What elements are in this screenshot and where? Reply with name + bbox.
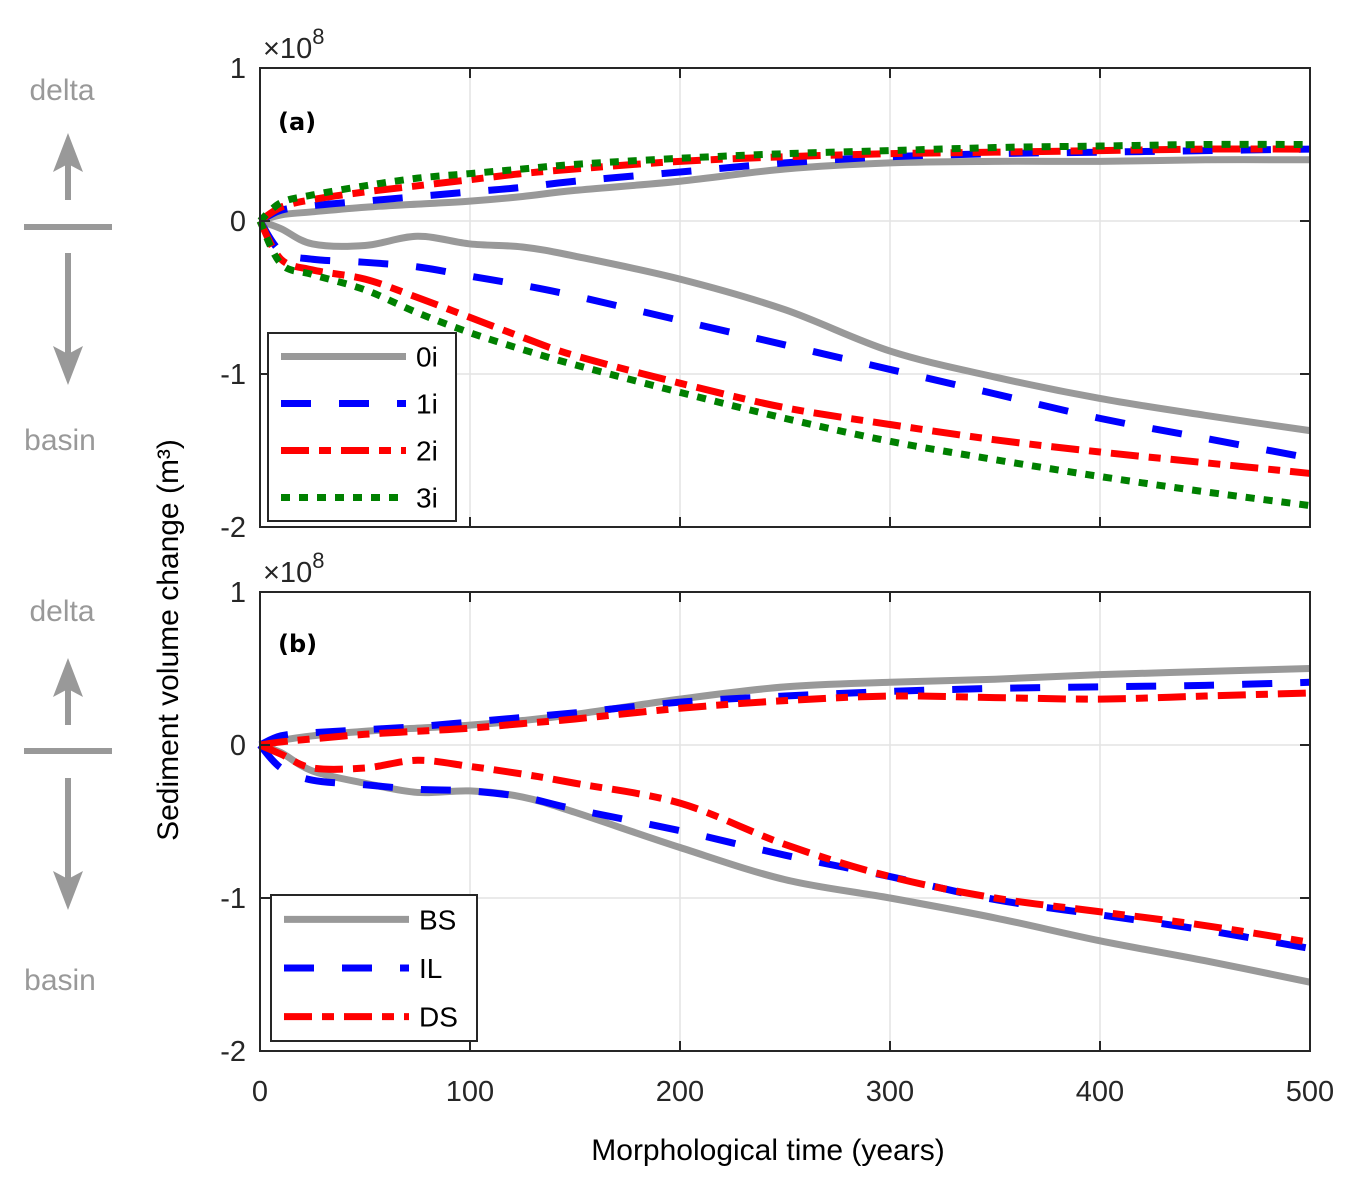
series-line-1i-basin	[257, 219, 1311, 462]
x-tick-label: 0	[252, 1076, 268, 1108]
series-line-IL-basin	[257, 742, 1311, 952]
arrow-up-head-a	[53, 133, 83, 172]
legend-label-DS: DS	[419, 1002, 458, 1033]
series-line-0i-basin	[258, 217, 1311, 435]
delta-label-b: delta	[29, 595, 94, 628]
x-tick-label: 100	[446, 1076, 494, 1108]
direction-annotation-b: delta basin	[24, 595, 112, 997]
exponent-power-a: 8	[312, 24, 324, 49]
legend-b: BS IL DS	[270, 894, 478, 1042]
series-line-DS-delta	[259, 689, 1311, 749]
series-line-DS-basin	[258, 741, 1311, 946]
ticks-b: 0 100 200 300 400 500 1 0 -1 -2	[220, 577, 1334, 1108]
axes-frame-a	[259, 67, 1311, 528]
legend-label-IL: IL	[419, 953, 442, 984]
y-tick-label: 0	[230, 206, 246, 238]
legend-label-BS: BS	[419, 904, 456, 935]
x-tick-label: 400	[1076, 1076, 1124, 1108]
legend-label-1i: 1i	[416, 389, 438, 420]
series-line-3i-basin	[256, 219, 1311, 510]
basin-label-a: basin	[24, 424, 96, 457]
x-tick-label: 300	[866, 1076, 914, 1108]
series-a	[256, 140, 1311, 510]
legend-label-3i: 3i	[416, 483, 438, 514]
exponent-base-a: ×10	[263, 33, 312, 65]
series-line-1i-delta	[258, 145, 1311, 225]
panel-a: 1 0 -1 -2 (a) ×108 0i 1i 2i 3i	[220, 24, 1311, 544]
series-line-2i-basin	[256, 219, 1311, 477]
y-tick-label: 1	[230, 577, 246, 609]
legend-a: 0i 1i 2i 3i	[267, 332, 457, 522]
x-tick-label: 500	[1286, 1076, 1334, 1108]
arrow-down-head-a	[53, 346, 83, 385]
delta-label-a: delta	[29, 74, 94, 107]
arrow-down-head-b	[53, 871, 83, 910]
y-tick-label: -1	[220, 883, 246, 915]
x-tick-label: 200	[656, 1076, 704, 1108]
legend-label-2i: 2i	[416, 436, 438, 467]
series-line-2i-delta	[257, 145, 1311, 224]
exponent-base-b: ×10	[263, 557, 312, 589]
panel-b: 0 100 200 300 400 500 1 0 -1 -2 (b) ×108 BS IL DS	[220, 548, 1334, 1108]
exponent-label-a: ×108	[263, 24, 324, 65]
y-tick-label: 0	[230, 730, 246, 762]
legend-label-0i: 0i	[416, 342, 438, 373]
y-tick-label: -2	[220, 512, 246, 544]
series-line-3i-delta	[257, 140, 1311, 224]
arrow-up-head-b	[53, 658, 83, 697]
series-line-IL-delta	[258, 678, 1311, 749]
y-axis-label: Sediment volume change (m³)	[152, 439, 185, 841]
series-b	[257, 665, 1311, 986]
axes-frame-b	[259, 591, 1311, 1052]
y-tick-label: -2	[220, 1036, 246, 1068]
exponent-power-b: 8	[312, 548, 324, 573]
ticks-a: 1 0 -1 -2	[220, 53, 1311, 544]
series-line-BS-basin	[258, 741, 1311, 986]
y-tick-label: 1	[230, 53, 246, 85]
x-axis-label: Morphological time (years)	[591, 1134, 944, 1167]
y-tick-label: -1	[220, 359, 246, 391]
legend-box	[267, 332, 457, 522]
direction-annotation-a: delta basin	[24, 74, 112, 457]
basin-label-b: basin	[24, 964, 96, 997]
panel-label-a: (a)	[278, 108, 316, 136]
panel-label-b: (b)	[278, 630, 317, 658]
series-line-0i-delta	[258, 156, 1311, 225]
exponent-label-b: ×108	[263, 548, 324, 589]
